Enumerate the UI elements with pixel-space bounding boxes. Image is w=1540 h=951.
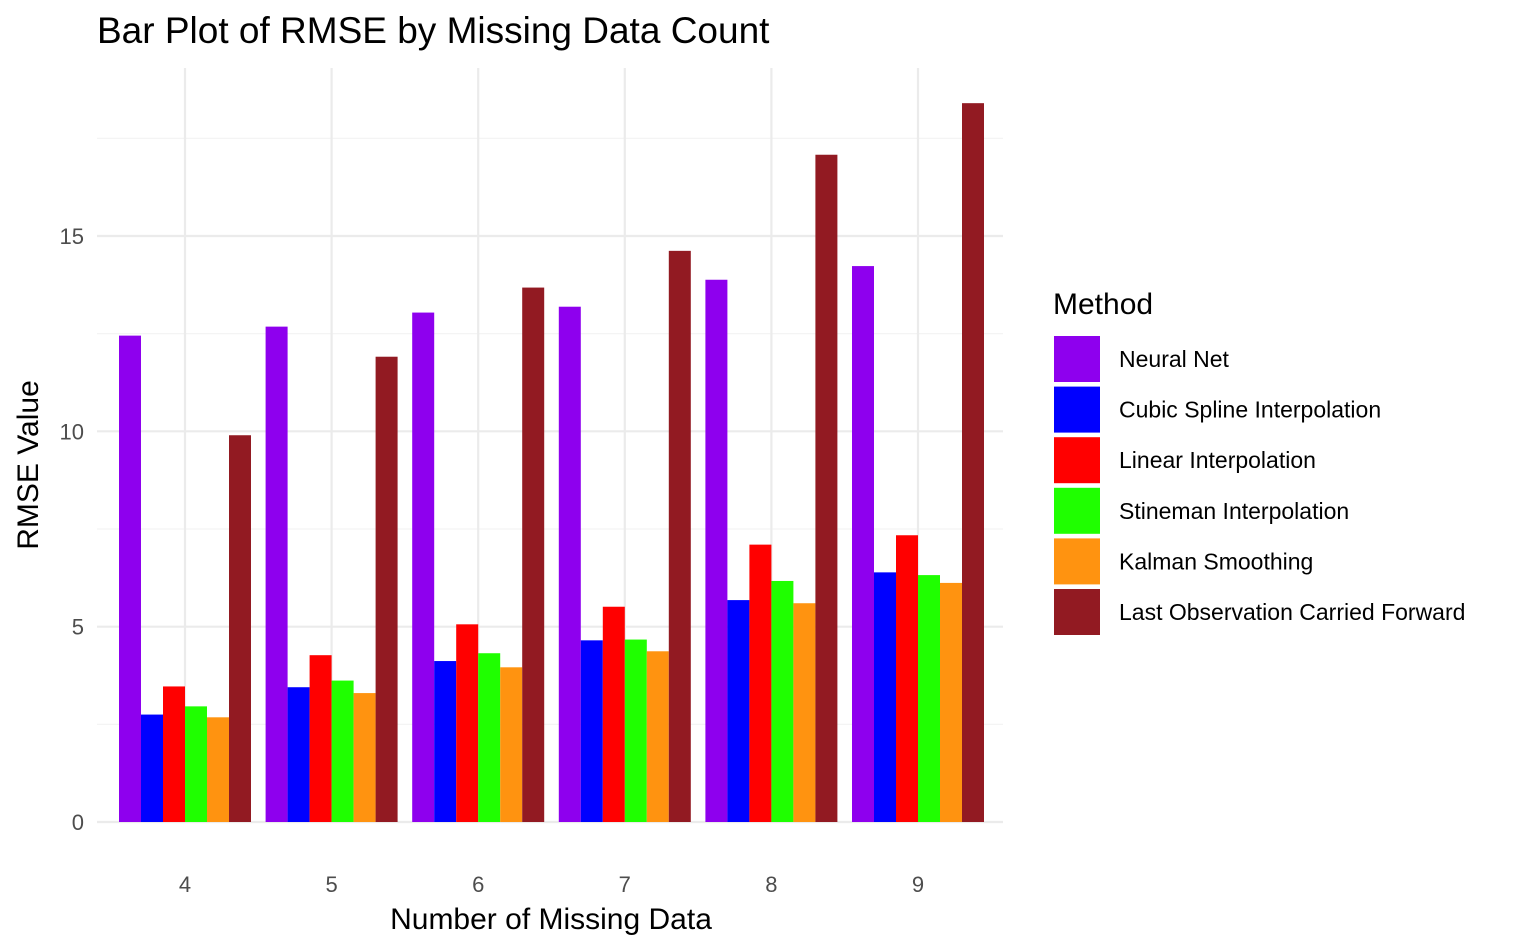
chart-title: Bar Plot of RMSE by Missing Data Count bbox=[97, 10, 770, 51]
x-tick-label: 4 bbox=[179, 872, 191, 897]
bar-last-observation-carried-forward-7 bbox=[668, 250, 691, 823]
bar-last-observation-carried-forward-9 bbox=[962, 103, 984, 823]
legend: Method Neural Net Cubic Spline Interpolat… bbox=[1053, 288, 1465, 635]
x-axis-ticks: 4 5 6 7 8 9 bbox=[179, 872, 924, 897]
x-tick-label: 9 bbox=[912, 872, 924, 897]
bar-stineman-interpolation-8 bbox=[771, 580, 794, 822]
bar-kalman-smoothing-7 bbox=[646, 651, 669, 822]
bar-linear-interpolation-4 bbox=[163, 686, 185, 822]
y-tick-label: 15 bbox=[60, 224, 84, 249]
bar-linear-interpolation-5 bbox=[309, 655, 332, 822]
bar-last-observation-carried-forward-6 bbox=[522, 287, 545, 822]
x-tick-label: 6 bbox=[472, 872, 484, 897]
bar-stineman-interpolation-4 bbox=[185, 706, 207, 822]
bar-last-observation-carried-forward-8 bbox=[815, 154, 838, 823]
bar-last-observation-carried-forward-5 bbox=[375, 356, 398, 822]
legend-key-neural-net bbox=[1054, 336, 1100, 382]
bar-kalman-smoothing-8 bbox=[793, 603, 816, 822]
y-axis-ticks: 0 5 10 15 bbox=[60, 224, 84, 835]
bar-kalman-smoothing-5 bbox=[353, 693, 376, 822]
bar-neural-net-4 bbox=[119, 335, 141, 822]
bar-cubic-spline-interpolation-5 bbox=[287, 687, 310, 822]
y-axis-title: RMSE Value bbox=[12, 380, 45, 550]
bar-neural-net-6 bbox=[412, 312, 435, 822]
bar-cubic-spline-interpolation-7 bbox=[580, 640, 603, 822]
x-tick-label: 8 bbox=[765, 872, 777, 897]
bar-cubic-spline-interpolation-9 bbox=[874, 572, 896, 822]
bars bbox=[119, 103, 984, 823]
bar-linear-interpolation-6 bbox=[456, 624, 479, 822]
bar-cubic-spline-interpolation-4 bbox=[141, 714, 163, 822]
legend-label: Linear Interpolation bbox=[1119, 447, 1316, 473]
y-tick-label: 5 bbox=[72, 615, 84, 640]
bar-cubic-spline-interpolation-6 bbox=[434, 661, 457, 822]
bar-stineman-interpolation-5 bbox=[331, 680, 354, 822]
bar-neural-net-8 bbox=[705, 279, 728, 822]
bar-kalman-smoothing-4 bbox=[207, 717, 229, 822]
x-tick-label: 5 bbox=[325, 872, 337, 897]
legend-key-stineman-interpolation bbox=[1054, 487, 1100, 534]
legend-title: Method bbox=[1053, 288, 1153, 321]
bar-last-observation-carried-forward-4 bbox=[229, 435, 251, 822]
legend-label: Cubic Spline Interpolation bbox=[1119, 397, 1381, 423]
bar-stineman-interpolation-9 bbox=[918, 575, 940, 822]
bar-linear-interpolation-8 bbox=[749, 544, 772, 822]
x-tick-label: 7 bbox=[619, 872, 631, 897]
y-tick-label: 0 bbox=[72, 810, 84, 835]
y-tick-label: 10 bbox=[60, 419, 84, 444]
legend-label: Stineman Interpolation bbox=[1119, 498, 1349, 524]
bar-neural-net-5 bbox=[265, 326, 288, 822]
bar-linear-interpolation-9 bbox=[896, 535, 918, 822]
bar-cubic-spline-interpolation-8 bbox=[727, 600, 750, 822]
legend-key-last-observation-carried-forward bbox=[1054, 589, 1100, 635]
legend-key-linear-interpolation bbox=[1054, 437, 1100, 484]
bar-linear-interpolation-7 bbox=[602, 606, 625, 822]
bar-stineman-interpolation-6 bbox=[478, 653, 501, 822]
legend-label: Neural Net bbox=[1119, 346, 1230, 372]
legend-key-kalman-smoothing bbox=[1054, 538, 1100, 585]
bar-neural-net-7 bbox=[558, 306, 581, 823]
x-axis-title: Number of Missing Data bbox=[390, 903, 712, 936]
bar-kalman-smoothing-9 bbox=[940, 582, 962, 822]
bar-kalman-smoothing-6 bbox=[500, 667, 523, 822]
bar-neural-net-9 bbox=[852, 266, 874, 823]
legend-label: Last Observation Carried Forward bbox=[1119, 599, 1465, 625]
legend-key-cubic-spline-interpolation bbox=[1054, 386, 1100, 433]
legend-label: Kalman Smoothing bbox=[1119, 548, 1313, 574]
bar-stineman-interpolation-7 bbox=[624, 639, 647, 822]
